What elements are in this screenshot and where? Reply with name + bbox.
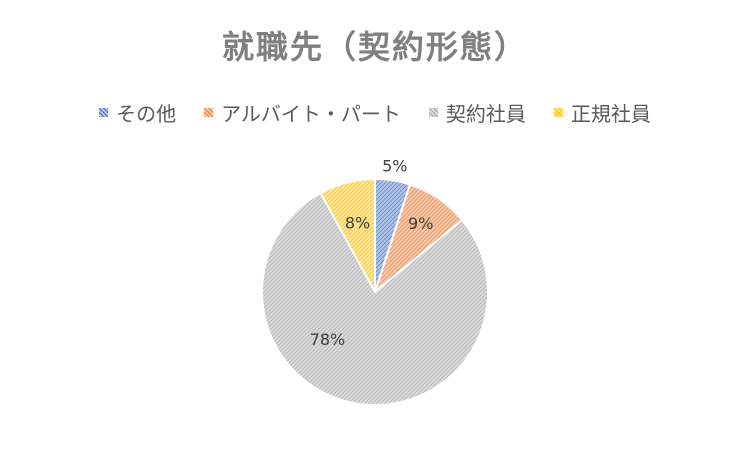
data-label-regular: 8% — [345, 214, 370, 233]
legend-label-contract: 契約社員 — [445, 102, 526, 126]
legend-swatch-contract — [428, 108, 438, 117]
legend-label-parttime: アルバイト・パート — [221, 102, 401, 126]
legend-item-contract: 契約社員 — [428, 98, 526, 127]
chart-title: 就職先（契約形態） — [221, 28, 528, 66]
data-label-parttime: 9% — [408, 214, 433, 233]
legend-label-other: その他 — [116, 102, 177, 126]
legend-swatch-parttime — [204, 108, 214, 117]
data-label-other: 5% — [382, 156, 407, 175]
data-label-contract: 78% — [310, 330, 346, 349]
legend-item-parttime: アルバイト・パート — [204, 98, 401, 127]
legend-label-regular: 正規社員 — [570, 102, 651, 126]
legend-item-regular: 正規社員 — [553, 98, 651, 127]
legend-item-other: その他 — [99, 98, 176, 127]
slice-regular — [319, 177, 376, 293]
slice-contract — [261, 191, 489, 406]
legend: その他 アルバイト・パート 契約社員 正規社員 — [0, 98, 750, 127]
legend-swatch-other — [99, 108, 109, 117]
legend-swatch-regular — [553, 108, 563, 117]
